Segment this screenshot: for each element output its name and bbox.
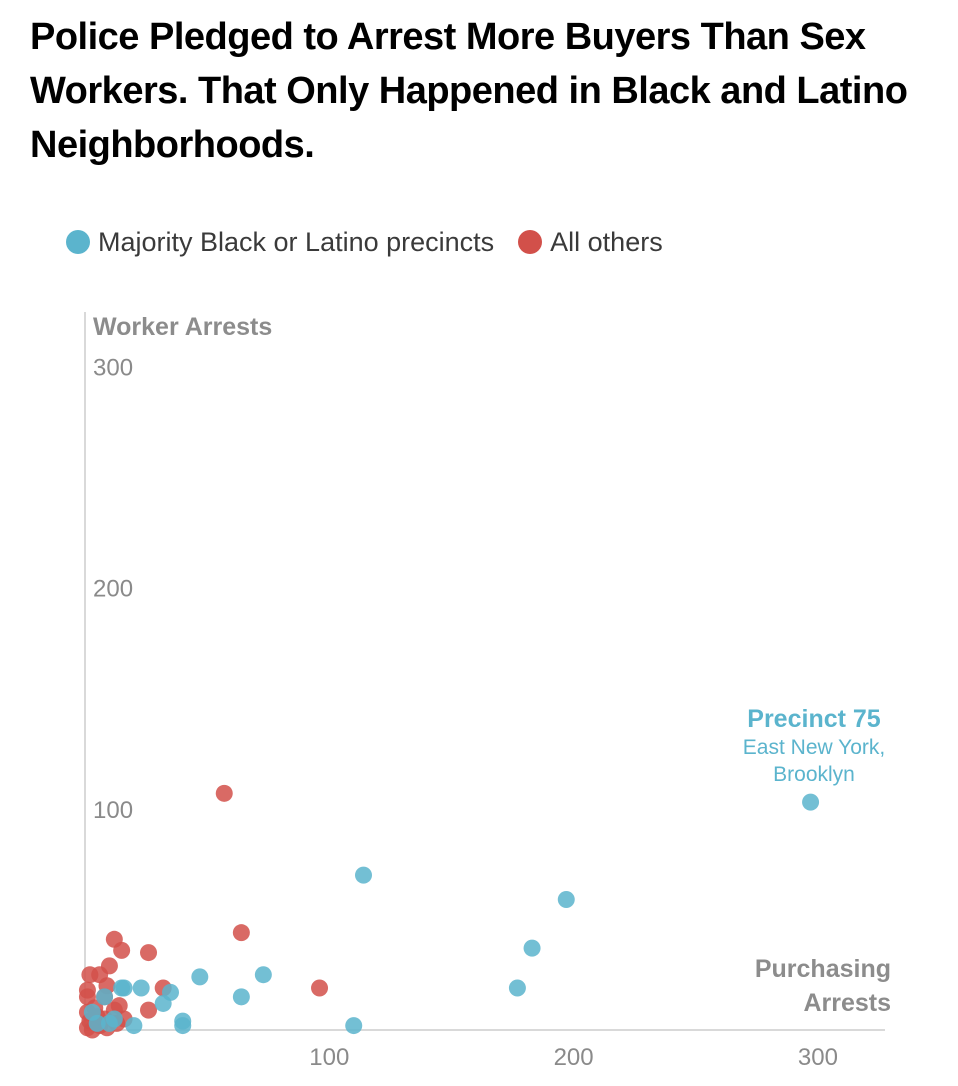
y-axis-title: Worker Arrests <box>93 313 272 341</box>
x-axis-title-line-1: Purchasing <box>755 955 891 983</box>
point-majority-1 <box>355 866 373 884</box>
point-others-8 <box>81 966 99 984</box>
legend-swatch-blue <box>66 230 90 254</box>
chart-legend: Majority Black or Latino precincts All o… <box>66 224 687 260</box>
point-majority-18 <box>96 988 114 1006</box>
legend-label-others: All others <box>550 226 663 257</box>
legend-item-others: All others <box>518 227 663 258</box>
point-majority-10 <box>174 1017 192 1035</box>
point-others-4 <box>113 941 131 959</box>
legend-item-majority: Majority Black or Latino precincts <box>66 227 494 258</box>
chart-headline: Police Pledged to Arrest More Buyers Tha… <box>30 16 908 166</box>
point-others-0 <box>215 784 233 802</box>
x-tick-label-100: 100 <box>309 1044 349 1071</box>
point-majority-8 <box>345 1017 363 1035</box>
annotation-subtitle-1: East New York, <box>743 736 885 759</box>
annotation-title: Precinct 75 <box>747 705 881 733</box>
point-majority-7 <box>232 988 250 1006</box>
point-majority-20 <box>83 1003 101 1021</box>
point-majority-3 <box>523 939 541 957</box>
point-majority-13 <box>132 979 150 997</box>
point-majority-6 <box>191 968 209 986</box>
point-others-5 <box>140 944 158 962</box>
legend-swatch-red <box>518 230 543 254</box>
y-tick-label-300: 300 <box>93 354 133 381</box>
point-others-1 <box>232 924 250 942</box>
y-tick-label-100: 100 <box>93 797 133 824</box>
point-majority-16 <box>113 979 131 997</box>
point-majority-2 <box>557 890 575 908</box>
x-tick-label-200: 200 <box>554 1044 594 1071</box>
point-majority-21 <box>100 1014 118 1032</box>
point-majority-4 <box>508 979 526 997</box>
x-tick-label-300: 300 <box>798 1044 838 1071</box>
point-majority-15 <box>125 1017 143 1035</box>
point-majority-12 <box>154 994 172 1012</box>
y-tick-label-200: 200 <box>93 576 133 603</box>
point-majority-0 <box>802 793 820 811</box>
point-majority-5 <box>254 966 272 984</box>
annotation-subtitle-2: Brooklyn <box>773 763 855 786</box>
x-axis-title-line-2: Arrests <box>803 989 891 1017</box>
legend-label-majority: Majority Black or Latino precincts <box>98 226 495 257</box>
point-others-2 <box>311 979 329 997</box>
point-others-15 <box>140 1001 158 1019</box>
